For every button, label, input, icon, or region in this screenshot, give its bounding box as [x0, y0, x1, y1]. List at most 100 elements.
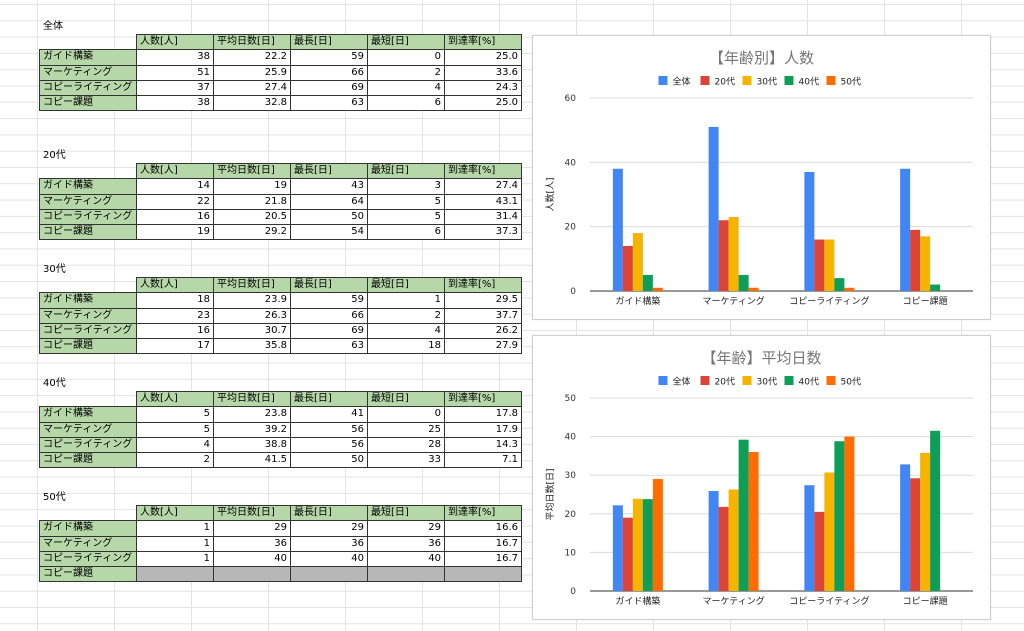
bar[interactable] [910, 478, 921, 591]
bar[interactable] [930, 284, 941, 291]
data-cell[interactable]: 1 [367, 292, 445, 309]
bar[interactable] [834, 441, 845, 591]
row-label-cell[interactable]: ガイド構築 [39, 178, 137, 195]
data-cell[interactable]: 63 [290, 338, 368, 355]
block-title-40s[interactable]: 40代 [43, 378, 66, 389]
bar[interactable] [824, 239, 835, 291]
row-label-cell[interactable]: コピーライティング [39, 79, 137, 97]
header-blank-cell[interactable] [40, 392, 137, 407]
header-blank-cell[interactable] [40, 35, 137, 50]
bar[interactable] [652, 479, 663, 591]
data-cell[interactable]: 40 [367, 550, 445, 568]
legend-item[interactable]: 50代 [826, 76, 861, 88]
row-label-cell[interactable]: マーケティング [39, 193, 137, 210]
legend-item[interactable]: 50代 [826, 376, 861, 388]
data-cell[interactable]: 5 [367, 208, 445, 226]
data-cell[interactable]: 16.7 [444, 535, 522, 552]
data-cell[interactable]: 17.9 [444, 421, 522, 438]
legend-item[interactable]: 20代 [700, 376, 735, 388]
bar[interactable] [748, 287, 759, 291]
data-cell[interactable]: 19 [213, 178, 291, 195]
data-cell[interactable]: 24.3 [444, 79, 522, 97]
row-label-cell[interactable]: ガイド構築 [39, 49, 137, 66]
data-cell[interactable]: 27.4 [444, 178, 522, 195]
data-cell[interactable]: 25.9 [213, 64, 291, 81]
data-cell[interactable]: 17 [136, 338, 214, 355]
data-cell[interactable]: 56 [290, 436, 368, 454]
row-label-cell[interactable]: コピーライティング [39, 550, 137, 568]
column-header[interactable]: 最短[日] [367, 162, 445, 180]
data-cell[interactable]: 14.3 [444, 436, 522, 454]
data-cell[interactable]: 16.7 [444, 550, 522, 568]
data-cell[interactable]: 38 [136, 95, 214, 112]
data-cell[interactable]: 43 [290, 178, 368, 195]
bar[interactable] [612, 505, 623, 591]
legend-item[interactable]: 30代 [742, 76, 777, 88]
bar[interactable] [900, 168, 911, 291]
row-label-cell[interactable]: ガイド構築 [39, 292, 137, 309]
data-cell[interactable]: 4 [367, 322, 445, 340]
row-label-cell[interactable]: マーケティング [39, 64, 137, 81]
bar[interactable] [804, 171, 815, 291]
data-cell[interactable]: 0 [367, 406, 445, 423]
data-cell[interactable]: 23 [136, 307, 214, 324]
data-cell[interactable]: 1 [136, 520, 214, 537]
block-title-50s[interactable]: 50代 [43, 492, 66, 503]
column-header[interactable]: 到達率[%] [444, 390, 522, 408]
data-cell[interactable]: 1 [136, 550, 214, 568]
data-cell[interactable]: 39.2 [213, 421, 291, 438]
data-cell[interactable]: 27.9 [444, 338, 522, 355]
bar[interactable] [814, 511, 825, 591]
row-label-cell[interactable]: コピー課題 [39, 452, 137, 469]
data-cell[interactable]: 2 [367, 307, 445, 324]
data-cell[interactable]: 40 [290, 550, 368, 568]
bar[interactable] [718, 220, 729, 291]
column-header[interactable]: 人数[人] [136, 504, 214, 522]
bar[interactable] [910, 229, 921, 291]
data-cell[interactable]: 33 [367, 452, 445, 469]
data-cell[interactable]: 18 [367, 338, 445, 355]
column-header[interactable]: 人数[人] [136, 390, 214, 408]
data-cell[interactable]: 14 [136, 178, 214, 195]
bar[interactable] [824, 472, 835, 591]
data-cell[interactable]: 66 [290, 64, 368, 81]
bar[interactable] [708, 491, 719, 591]
data-cell[interactable]: 59 [290, 292, 368, 309]
bar[interactable] [738, 439, 749, 591]
data-cell[interactable]: 25 [367, 421, 445, 438]
column-header[interactable]: 平均日数[日] [213, 504, 291, 522]
header-blank-cell[interactable] [40, 506, 137, 521]
row-label-cell[interactable]: コピー課題 [39, 566, 137, 583]
data-cell[interactable]: 59 [290, 49, 368, 66]
bar[interactable] [642, 274, 653, 291]
row-label-cell[interactable]: コピー課題 [39, 224, 137, 241]
data-cell[interactable] [367, 566, 445, 583]
data-cell[interactable]: 64 [290, 193, 368, 210]
data-cell[interactable]: 50 [290, 208, 368, 226]
data-cell[interactable]: 36 [213, 535, 291, 552]
data-cell[interactable]: 41 [290, 406, 368, 423]
data-cell[interactable]: 54 [290, 224, 368, 241]
column-header[interactable]: 最長[日] [290, 276, 368, 294]
bar[interactable] [728, 489, 739, 591]
data-cell[interactable]: 29.2 [213, 224, 291, 241]
data-cell[interactable]: 16 [136, 322, 214, 340]
data-cell[interactable]: 25.0 [444, 95, 522, 112]
column-header[interactable]: 最短[日] [367, 276, 445, 294]
bar[interactable] [642, 499, 653, 591]
header-blank-cell[interactable] [40, 164, 137, 179]
data-cell[interactable]: 2 [136, 452, 214, 469]
bar[interactable] [804, 485, 815, 591]
row-label-cell[interactable]: コピー課題 [39, 338, 137, 355]
data-cell[interactable]: 29.5 [444, 292, 522, 309]
bar[interactable] [900, 464, 911, 591]
chart-headcount-by-age[interactable]: 【年齢別】人数 全体 20代 30代 40代 50代 0 20 40 60 人数[人] ガイド構築 マー… [532, 35, 991, 320]
data-cell[interactable]: 18 [136, 292, 214, 309]
data-cell[interactable]: 2 [367, 64, 445, 81]
column-header[interactable]: 到達率[%] [444, 276, 522, 294]
column-header[interactable]: 平均日数[日] [213, 390, 291, 408]
bar[interactable] [930, 430, 941, 591]
legend-item[interactable]: 30代 [742, 376, 777, 388]
data-cell[interactable]: 26.2 [444, 322, 522, 340]
data-cell[interactable]: 40 [213, 550, 291, 568]
